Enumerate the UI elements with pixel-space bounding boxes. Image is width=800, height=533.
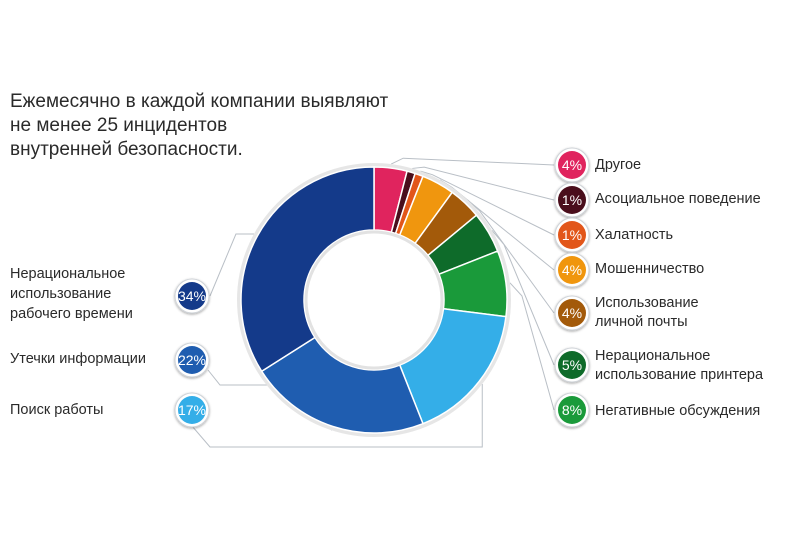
badge-fill bbox=[558, 351, 586, 379]
label-email: Использование личной почты bbox=[595, 294, 795, 332]
label-printer: Нерациональное использование принтера bbox=[595, 347, 795, 385]
chart-title: Ежемесячно в каждой компании выявляют не… bbox=[10, 90, 430, 162]
badge-value-printer: 5% bbox=[562, 357, 582, 373]
label-negative: Негативные обсуждения bbox=[595, 402, 795, 421]
badge-value-worktime: 34% bbox=[178, 288, 206, 304]
leader-line-job bbox=[191, 383, 483, 448]
leader-line-negligence bbox=[420, 170, 555, 236]
badge-other: 4% bbox=[554, 147, 590, 183]
label-fraud: Мошенничество bbox=[595, 260, 795, 279]
label-line: рабочего времени bbox=[10, 306, 133, 322]
badge-fill bbox=[558, 221, 586, 249]
badge-fill bbox=[558, 186, 586, 214]
leader-line-negative bbox=[509, 282, 555, 411]
leader-line-printer bbox=[491, 229, 555, 366]
badge-fill bbox=[558, 151, 586, 179]
label-line: Нерациональное bbox=[10, 266, 126, 282]
label-line: Мошенничество bbox=[595, 261, 705, 277]
label-line: личной почты bbox=[595, 314, 688, 330]
badge-value-negligence: 1% bbox=[562, 227, 582, 243]
badge-email: 4% bbox=[554, 295, 590, 331]
badge-value-email: 4% bbox=[562, 305, 582, 321]
badge-fill bbox=[178, 282, 206, 310]
badge-negative: 8% bbox=[554, 392, 590, 428]
label-job: Поиск работы bbox=[10, 400, 170, 420]
badge-value-other: 4% bbox=[562, 157, 582, 173]
badge-printer: 5% bbox=[554, 347, 590, 383]
label-line: использование принтера bbox=[595, 367, 764, 383]
leader-line-email bbox=[467, 199, 555, 314]
label-line: Другое bbox=[595, 157, 642, 173]
badge-value-negative: 8% bbox=[562, 402, 582, 418]
donut-hole bbox=[304, 230, 444, 370]
badge-antisocial: 1% bbox=[554, 182, 590, 218]
badge-fill bbox=[558, 396, 586, 424]
badge-fill bbox=[558, 299, 586, 327]
leader-line-other bbox=[390, 157, 555, 166]
label-line: Использование bbox=[595, 295, 699, 311]
badge-worktime: 34% bbox=[174, 278, 210, 314]
badge-fill bbox=[178, 346, 206, 374]
badge-leak: 22% bbox=[174, 342, 210, 378]
title-line-1: Ежемесячно в каждой компании выявляют bbox=[10, 91, 389, 112]
label-line: Нерациональное bbox=[595, 348, 711, 364]
label-negligence: Халатность bbox=[595, 226, 795, 245]
badge-job: 17% bbox=[174, 392, 210, 428]
label-line: Асоциальное поведение bbox=[595, 191, 761, 207]
badge-value-leak: 22% bbox=[178, 352, 206, 368]
label-leak: Утечки информации bbox=[10, 349, 170, 369]
leader-line-worktime bbox=[209, 233, 254, 297]
label-line: использование bbox=[10, 286, 112, 302]
label-worktime: Нерациональное использование рабочего врем… bbox=[10, 264, 170, 324]
badge-value-antisocial: 1% bbox=[562, 192, 582, 208]
label-line: Халатность bbox=[595, 227, 674, 243]
title-line-3: внутренней безопасности. bbox=[10, 139, 243, 160]
badge-fraud: 4% bbox=[554, 252, 590, 288]
slice-worktime bbox=[240, 166, 375, 373]
badge-negligence: 1% bbox=[554, 217, 590, 253]
label-line: Утечки информации bbox=[10, 351, 147, 367]
title-line-2: не менее 25 инцидентов bbox=[10, 115, 228, 136]
badge-value-fraud: 4% bbox=[562, 262, 582, 278]
label-line: Поиск работы bbox=[10, 402, 104, 418]
label-other: Другое bbox=[595, 156, 795, 175]
label-antisocial: Асоциальное поведение bbox=[595, 190, 795, 209]
leader-line-antisocial bbox=[412, 166, 555, 201]
badge-fill bbox=[558, 256, 586, 284]
label-line: Негативные обсуждения bbox=[595, 403, 761, 419]
slice-leak bbox=[260, 336, 424, 434]
badge-value-job: 17% bbox=[178, 402, 206, 418]
badge-fill bbox=[178, 396, 206, 424]
